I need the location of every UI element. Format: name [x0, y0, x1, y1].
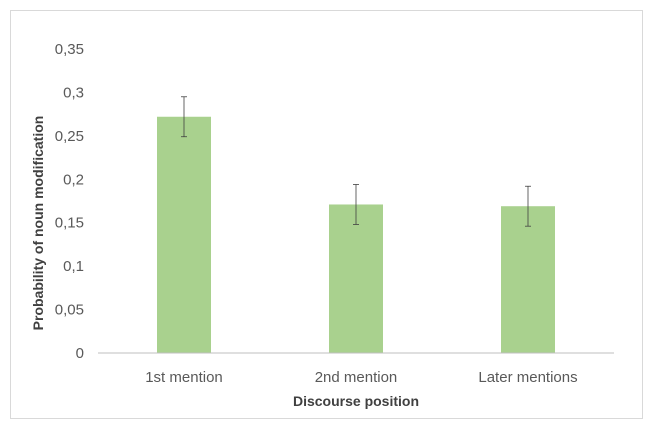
x-tick-label: 2nd mention	[315, 369, 398, 386]
error-bar	[525, 185, 531, 227]
x-axis-title: Discourse position	[293, 393, 419, 409]
y-axis-ticks: 0 0,05 0,1 0,15 0,2 0,25 0,3 0,35	[55, 41, 84, 362]
error-bar	[353, 184, 359, 225]
bar	[157, 116, 211, 354]
y-tick-label: 0,05	[55, 302, 84, 319]
bars	[157, 116, 555, 354]
x-axis-ticks: 1st mention 2nd mention Later mentions	[145, 369, 577, 386]
bar	[329, 204, 383, 353]
bar	[501, 206, 555, 353]
y-tick-label: 0,15	[55, 215, 84, 232]
y-axis-title: Probability of noun modification	[30, 116, 46, 331]
error-bars	[181, 96, 531, 227]
x-tick-label: 1st mention	[145, 369, 223, 386]
y-tick-label: 0	[76, 345, 84, 362]
y-tick-label: 0,35	[55, 41, 84, 58]
x-tick-label: Later mentions	[478, 369, 577, 386]
y-tick-label: 0,25	[55, 128, 84, 145]
y-tick-label: 0,2	[63, 171, 84, 188]
y-tick-label: 0,3	[63, 84, 84, 101]
y-tick-label: 0,1	[63, 258, 84, 275]
error-bar	[181, 96, 187, 138]
